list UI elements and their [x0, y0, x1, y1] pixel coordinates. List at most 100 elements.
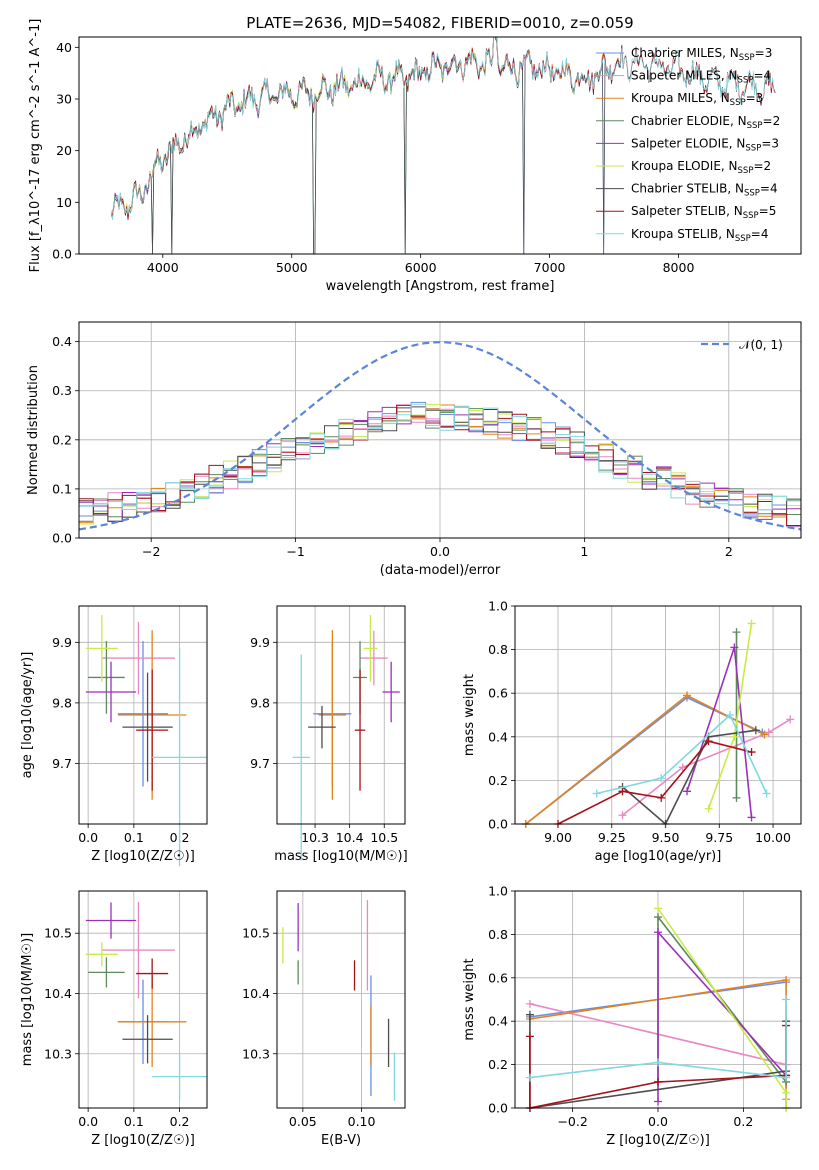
- x-tick-label: 9.50: [652, 830, 680, 845]
- legend-series-name: Salpeter MILES: [631, 69, 721, 83]
- weight-point-marker: [683, 691, 692, 700]
- y-tick-label: 10.4: [242, 986, 270, 1001]
- y-tick-label: 9.8: [52, 695, 72, 710]
- weight-point-marker: [732, 628, 741, 637]
- weight-point-marker: [730, 643, 739, 652]
- y-tick-label: 0.0: [52, 531, 72, 546]
- axes-frame: [78, 36, 802, 255]
- x-tick-label: −0.2: [557, 1114, 587, 1129]
- weight-point-marker: [782, 1073, 791, 1082]
- x-tick-label: 7000: [534, 260, 566, 275]
- legend-nssp-eq: =: [761, 136, 771, 150]
- y-tick-label: 30: [56, 92, 72, 107]
- legend-series-name: Kroupa MILES: [631, 91, 713, 105]
- weight-point-marker: [678, 763, 687, 772]
- age_vs_mass-panel: 10.3 10.4 10.5 9.7 9.8 9.9 mass [log10(M/M☉)]: [250, 605, 408, 864]
- weight-point-marker: [592, 789, 601, 798]
- x-tick-label: −1: [286, 544, 304, 559]
- x-tick-label: 9.75: [705, 830, 733, 845]
- legend-nssp-eq: =: [755, 46, 765, 60]
- weight_vs_age-panel: 9.00 9.25 9.50 9.75 10.00 0.0 0.2 0.4 0.6 0.8 1.0 a…: [462, 599, 802, 864]
- weight-point-marker: [762, 789, 771, 798]
- axes-frame: [514, 890, 802, 1109]
- y-tick-label: 9.9: [250, 635, 270, 650]
- axes-frame: [276, 605, 406, 825]
- residual-histogram: [79, 406, 801, 522]
- y-tick-label: 1.0: [488, 599, 508, 614]
- legend-label: Kroupa STELIB, NSSP=4: [631, 227, 769, 244]
- weight-point-marker: [782, 975, 791, 984]
- x-axis-label: Z [log10(Z/Z☉)]: [91, 1133, 195, 1148]
- x-tick-label: 2: [725, 544, 733, 559]
- y-axis-label: mass weight: [462, 958, 477, 1040]
- residual-histogram: [79, 403, 801, 525]
- y-tick-label: 0.4: [488, 1014, 508, 1029]
- normal-distribution-curve: [78, 341, 802, 531]
- x-tick-label: −2: [142, 544, 160, 559]
- weight-point-marker: [726, 711, 735, 719]
- residuals-panel: −2 −1 0.0 1 2 0.0 0.1 0.2 0.3 0.4 (data-model)/err…: [26, 321, 802, 578]
- y-tick-label: 10.5: [44, 926, 72, 941]
- axes-frame: [514, 605, 802, 825]
- legend-nssp-sub: SSP: [744, 189, 760, 199]
- y-axis-label: mass [log10(M/M☉)]: [20, 933, 35, 1066]
- weight-series-line: [622, 718, 791, 816]
- weight-point-marker: [657, 793, 666, 802]
- weight-point-marker: [782, 995, 791, 1004]
- weight-point-marker: [760, 730, 769, 739]
- legend-nssp-prefix: , N: [718, 227, 735, 241]
- y-tick-label: 0.6: [488, 686, 508, 701]
- residual-histogram: [79, 403, 801, 519]
- legend-nssp-eq: =: [760, 182, 770, 196]
- legend-nssp-sub: SSP: [738, 166, 754, 176]
- legend-nssp-value: 4: [764, 69, 772, 83]
- legend-nssp-value: 3: [756, 91, 764, 105]
- x-tick-label: 10.00: [755, 830, 791, 845]
- legend-nssp-sub: SSP: [738, 76, 754, 86]
- legend-nssp-eq: =: [746, 91, 756, 105]
- x-axis-label: Z [log10(Z/Z☉)]: [91, 849, 195, 864]
- legend-nssp-sub: SSP: [735, 234, 751, 244]
- legend-nssp-value: 3: [771, 136, 779, 150]
- weight-point-marker: [704, 737, 713, 746]
- y-tick-label: 9.7: [250, 756, 270, 771]
- y-tick-label: 10.3: [44, 1046, 72, 1061]
- y-axis-label: Flux [f_λ10^-17 erg cm^-2 s^-1 A^-1]: [28, 19, 43, 273]
- spectrum-series-line: [110, 37, 621, 217]
- x-tick-label: 0.0: [78, 1114, 98, 1129]
- y-tick-label: 0.2: [488, 1057, 508, 1072]
- x-axis-label: E(B-V): [321, 1133, 361, 1148]
- legend-label: Kroupa MILES, NSSP=3: [631, 91, 763, 108]
- y-tick-label: 0.3: [52, 383, 72, 398]
- legend-nssp-eq: =: [753, 69, 763, 83]
- spectrum-series-line: [110, 37, 525, 219]
- x-tick-label: 9.25: [598, 830, 626, 845]
- weight-point-marker: [683, 787, 692, 796]
- legend-nssp-sub: SSP: [730, 98, 746, 108]
- legend-nssp-value: 2: [773, 114, 781, 128]
- y-tick-label: 10: [56, 195, 72, 210]
- weight-point-marker: [618, 787, 627, 796]
- legend-series-name: Chabrier MILES: [631, 46, 722, 60]
- weight_vs_Z-panel: −0.2 0.0 0.2 0.0 0.2 0.4 0.6 0.8 1.0 Z [log10(Z/Z…: [462, 884, 802, 1148]
- weight-point-marker: [730, 732, 739, 741]
- y-tick-label: 40: [56, 40, 72, 55]
- y-tick-label: 9.7: [52, 756, 72, 771]
- x-tick-label: 6000: [405, 260, 437, 275]
- spectrum-series-line: [110, 37, 525, 218]
- weight-point-marker: [747, 813, 756, 822]
- x-tick-label: 8000: [663, 260, 695, 275]
- weight-point-marker: [764, 728, 773, 737]
- legend-label: Salpeter STELIB, NSSP=5: [631, 204, 776, 221]
- x-tick-label: 0.0: [78, 830, 98, 845]
- weight-point-marker: [657, 774, 666, 783]
- weight-series-line: [529, 999, 787, 1079]
- y-axis-label: mass weight: [462, 674, 477, 756]
- legend-nssp-sub: SSP: [743, 211, 759, 221]
- y-tick-label: 0.4: [488, 729, 508, 744]
- weight-point-marker: [618, 811, 627, 820]
- weight-point-marker: [525, 999, 534, 1008]
- weight-point-marker: [525, 1010, 534, 1019]
- weight-point-marker: [786, 715, 795, 724]
